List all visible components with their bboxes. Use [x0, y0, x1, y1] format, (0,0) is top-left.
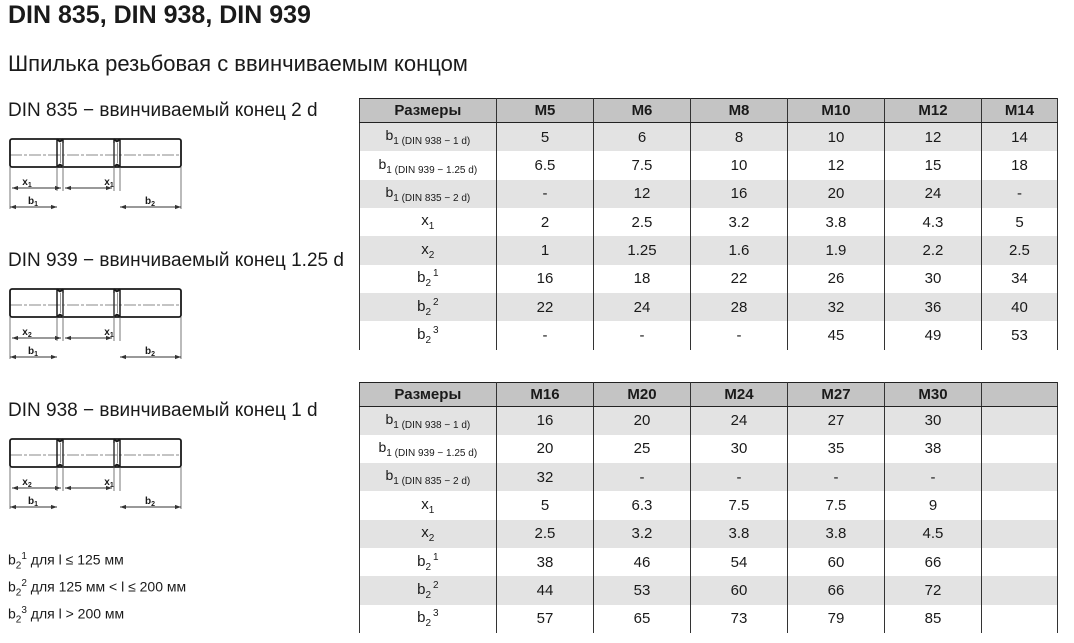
svg-text:b1: b1 — [28, 496, 38, 508]
svg-text:b2: b2 — [145, 346, 155, 358]
svg-text:x2: x2 — [22, 327, 32, 339]
svg-text:b2: b2 — [145, 496, 155, 508]
svg-text:x1: x1 — [104, 177, 114, 189]
svg-text:x2: x2 — [22, 477, 32, 489]
svg-text:x1: x1 — [104, 477, 114, 489]
svg-text:x1: x1 — [22, 177, 32, 189]
svg-text:b2: b2 — [145, 196, 155, 208]
svg-text:b1: b1 — [28, 346, 38, 358]
svg-text:b1: b1 — [28, 196, 38, 208]
svg-text:x1: x1 — [104, 327, 114, 339]
